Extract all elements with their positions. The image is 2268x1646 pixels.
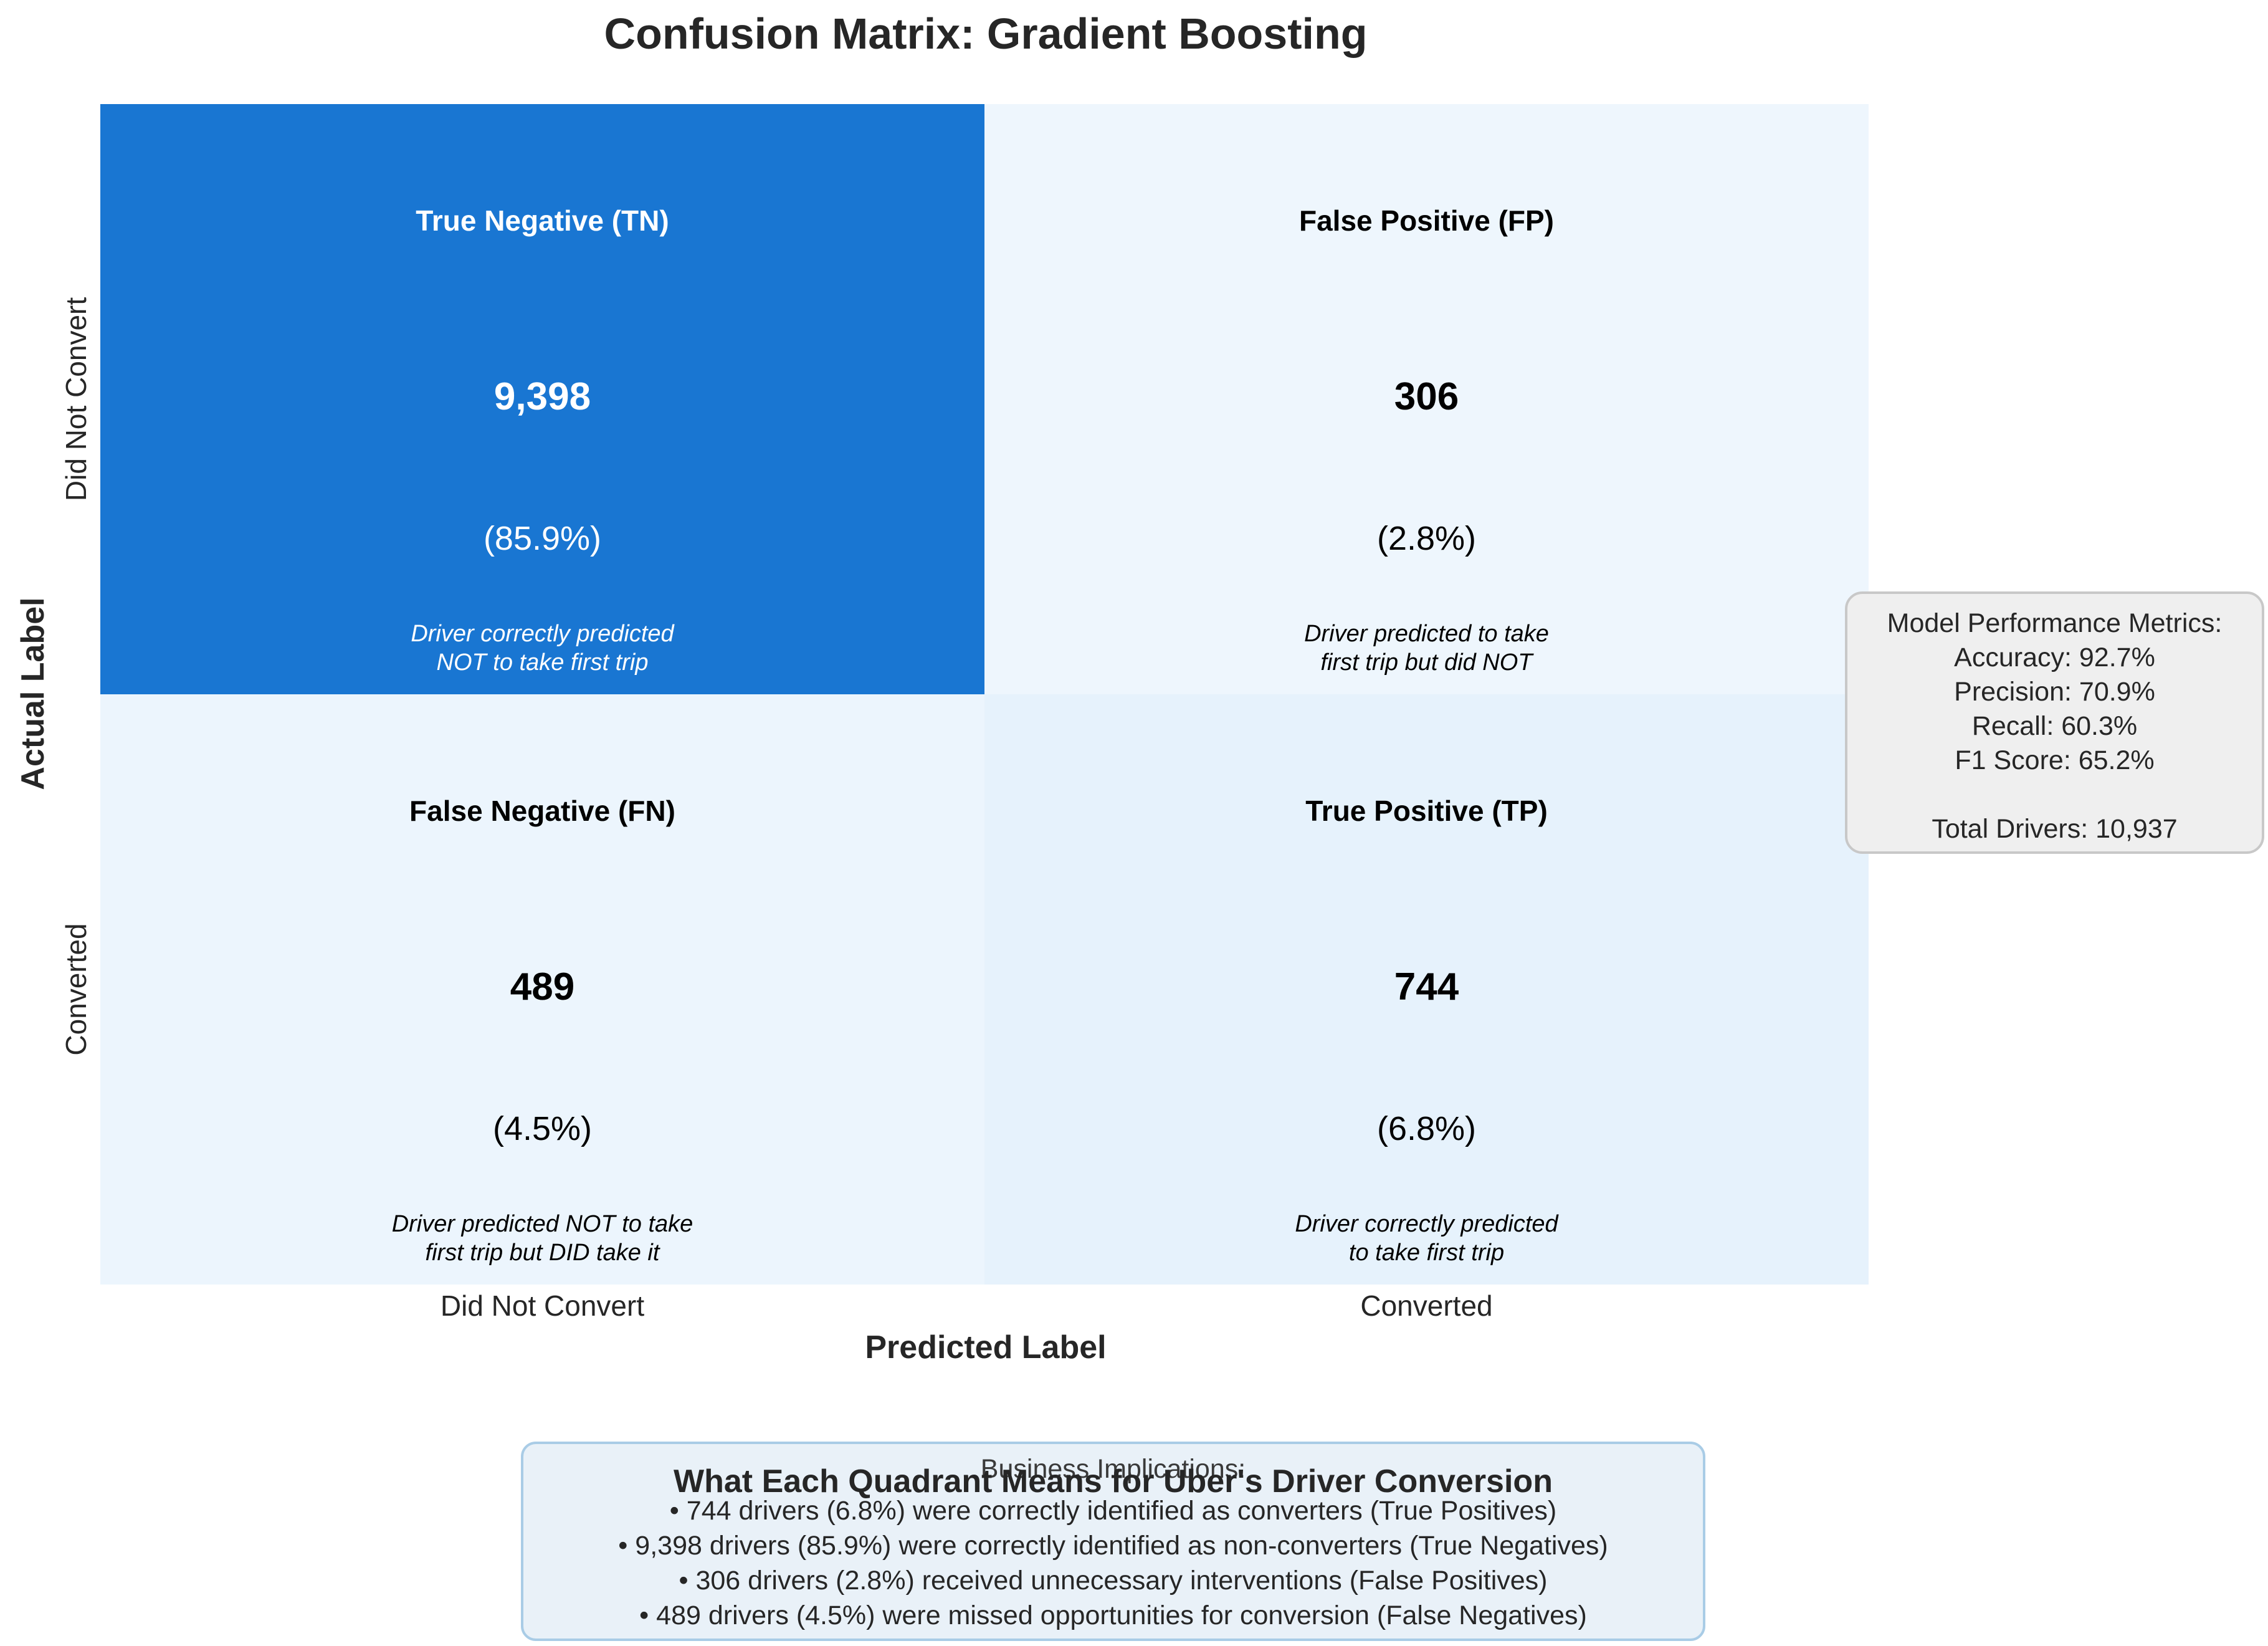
cell-description: Driver predicted NOT to take	[392, 1211, 693, 1237]
implications-heading: What Each Quadrant Means for Uber's Driv…	[674, 1463, 1553, 1500]
cell-description: NOT to take first trip	[437, 649, 649, 676]
x-tick-label: Did Not Convert	[441, 1290, 644, 1322]
cell-count: 489	[510, 965, 574, 1008]
implications-lines: • 744 drivers (6.8%) were correctly iden…	[523, 1493, 1703, 1633]
cell-rect	[100, 104, 984, 694]
cell-percent: (85.9%)	[484, 520, 601, 557]
matrix-cell: False Positive (FP) 306 (2.8%) Driver predi…	[984, 104, 1869, 694]
implications-box: Business Implications: What Each Quadran…	[521, 1442, 1705, 1641]
metrics-box: Model Performance Metrics: Accuracy: 92.…	[1845, 591, 2264, 854]
implication-line: • 489 drivers (4.5%) were missed opportu…	[639, 1601, 1587, 1630]
cell-description: first trip but DID take it	[426, 1240, 660, 1266]
cell-rect	[100, 694, 984, 1285]
y-tick-label: Converted	[60, 923, 92, 1055]
cell-label: False Negative (FN)	[409, 795, 675, 827]
x-axis-label: Predicted Label	[865, 1329, 1106, 1366]
cell-count: 306	[1394, 375, 1459, 418]
y-axis-label: Actual Label	[15, 597, 51, 790]
metrics-spacer	[1847, 778, 2262, 812]
implication-line: • 306 drivers (2.8%) received unnecessar…	[679, 1566, 1548, 1596]
cell-rect	[984, 694, 1869, 1285]
cell-count: 744	[1394, 965, 1459, 1008]
implications-overlay-title: Business Implications:	[980, 1454, 1246, 1484]
metric-recall: Recall: 60.3%	[1971, 711, 2138, 741]
implication-line: • 9,398 drivers (85.9%) were correctly i…	[618, 1531, 1608, 1561]
metric-total: Total Drivers: 10,937	[1932, 814, 2178, 844]
cell-label: True Positive (TP)	[1305, 795, 1548, 827]
matrix-cells: True Negative (TN) 9,398 (85.9%) Driver cor…	[100, 104, 1869, 1285]
metric-accuracy: Accuracy: 92.7%	[1954, 643, 2155, 672]
matrix-cell: False Negative (FN) 489 (4.5%) Driver predi…	[100, 694, 984, 1285]
x-tick-label: Converted	[1360, 1290, 1492, 1322]
chart-title: Confusion Matrix: Gradient Boosting	[604, 9, 1368, 58]
implication-line: • 744 drivers (6.8%) were correctly iden…	[669, 1496, 1557, 1526]
matrix-cell: True Positive (TP) 744 (6.8%) Driver correc…	[984, 694, 1869, 1285]
y-tick-label: Did Not Convert	[60, 297, 92, 501]
cell-label: False Positive (FP)	[1299, 204, 1554, 237]
cell-count: 9,398	[494, 375, 591, 418]
cell-description: Driver correctly predicted	[1295, 1211, 1559, 1237]
cell-description: first trip but did NOT	[1321, 649, 1535, 676]
metrics-title: Model Performance Metrics:	[1887, 608, 2223, 638]
cell-percent: (6.8%)	[1377, 1110, 1476, 1147]
cell-percent: (2.8%)	[1377, 520, 1476, 557]
cell-description: Driver predicted to take	[1304, 621, 1549, 647]
cell-description: Driver correctly predicted	[411, 621, 675, 647]
matrix-cell: True Negative (TN) 9,398 (85.9%) Driver cor…	[100, 104, 984, 694]
axis-ticks: Did Not Convert Converted Did Not Convert C…	[60, 297, 1493, 1322]
cell-rect	[984, 104, 1869, 694]
cell-description: to take first trip	[1349, 1240, 1504, 1266]
metric-precision: Precision: 70.9%	[1954, 677, 2155, 707]
metric-f1: F1 Score: 65.2%	[1955, 745, 2155, 775]
cell-label: True Negative (TN)	[416, 204, 669, 237]
cell-percent: (4.5%)	[493, 1110, 592, 1147]
